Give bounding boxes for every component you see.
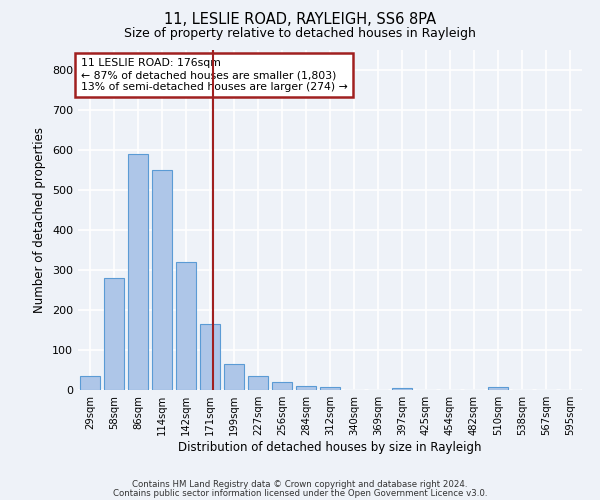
Text: Contains HM Land Registry data © Crown copyright and database right 2024.: Contains HM Land Registry data © Crown c… xyxy=(132,480,468,489)
Bar xyxy=(176,262,196,390)
Bar xyxy=(104,278,124,390)
Bar xyxy=(248,376,268,390)
Bar xyxy=(200,324,220,390)
Y-axis label: Number of detached properties: Number of detached properties xyxy=(34,127,46,313)
Text: Size of property relative to detached houses in Rayleigh: Size of property relative to detached ho… xyxy=(124,28,476,40)
Bar xyxy=(320,387,340,390)
Bar xyxy=(488,387,508,390)
Bar xyxy=(392,388,412,390)
Bar xyxy=(152,170,172,390)
Text: 11 LESLIE ROAD: 176sqm
← 87% of detached houses are smaller (1,803)
13% of semi-: 11 LESLIE ROAD: 176sqm ← 87% of detached… xyxy=(80,58,347,92)
Text: Contains public sector information licensed under the Open Government Licence v3: Contains public sector information licen… xyxy=(113,488,487,498)
Bar xyxy=(272,382,292,390)
Bar xyxy=(224,364,244,390)
Bar xyxy=(296,386,316,390)
Text: 11, LESLIE ROAD, RAYLEIGH, SS6 8PA: 11, LESLIE ROAD, RAYLEIGH, SS6 8PA xyxy=(164,12,436,28)
X-axis label: Distribution of detached houses by size in Rayleigh: Distribution of detached houses by size … xyxy=(178,441,482,454)
Bar xyxy=(80,376,100,390)
Bar xyxy=(128,154,148,390)
